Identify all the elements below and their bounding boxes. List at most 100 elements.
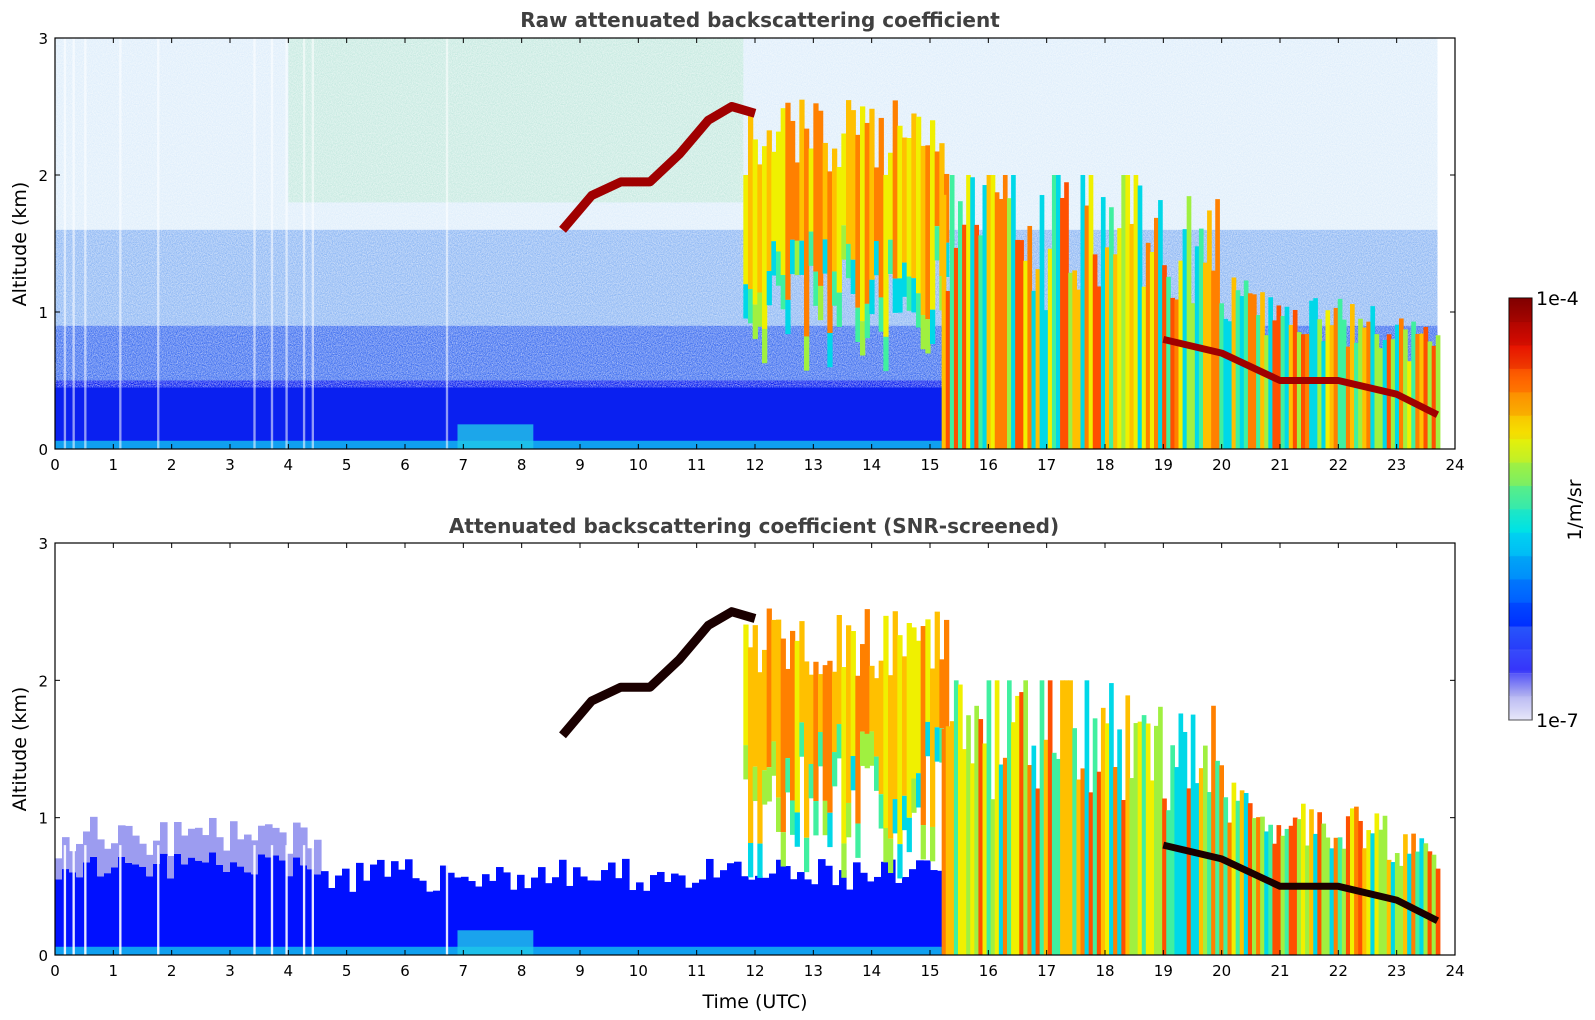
midday-layer-edge (799, 722, 805, 757)
x-tick-label: 24 (1445, 962, 1464, 980)
midday-layer-edge (836, 724, 842, 759)
midday-layer-edge (906, 276, 912, 311)
midday-layer-column (888, 675, 894, 839)
screened-boundary-layer-column (454, 877, 462, 955)
screened-weak-signal-column (90, 816, 98, 857)
midday-layer-column (808, 674, 814, 764)
afternoon-cloud-column (1272, 320, 1278, 449)
midday-layer-edge (930, 826, 936, 862)
data-gap-stripe (63, 38, 67, 449)
afternoon-cloud-column (970, 763, 975, 955)
midday-layer-edge (841, 225, 847, 260)
x-tick-label: 12 (745, 456, 764, 474)
midday-layer-edge (804, 837, 810, 873)
x-tick-label: 1 (109, 962, 119, 980)
screened-boundary-layer-column (125, 862, 133, 955)
afternoon-cloud-column (1268, 824, 1273, 955)
midday-layer-edge (813, 801, 819, 836)
midday-layer-edge (790, 239, 796, 275)
data-gap-stripe (270, 845, 274, 955)
screened-weak-signal-column (104, 848, 112, 874)
midday-layer-column (846, 625, 852, 803)
afternoon-cloud-column (1043, 739, 1049, 955)
afternoon-cloud-column (1399, 865, 1404, 955)
x-axis-label: Time (UTC) (701, 991, 807, 1013)
midday-layer-edge (855, 307, 861, 343)
screened-boundary-layer-column (419, 880, 427, 955)
afternoon-cloud-column (1325, 837, 1331, 955)
midday-layer-edge (869, 731, 875, 766)
afternoon-cloud-column (978, 719, 984, 955)
colorbar-bands (1509, 298, 1532, 721)
screened-weak-signal-column (146, 854, 154, 877)
screened-boundary-layer-column (335, 875, 343, 955)
screened-boundary-layer-column (398, 869, 406, 955)
x-tick-label: 17 (1037, 456, 1056, 474)
x-tick-label: 19 (1154, 456, 1173, 474)
screened-boundary-layer-column (727, 863, 735, 955)
afternoon-cloud-column (1096, 286, 1102, 449)
afternoon-cloud-column (994, 680, 1000, 955)
afternoon-cloud-column (1305, 845, 1310, 955)
midday-layer-edge (888, 239, 894, 275)
screened-boundary-layer-column (657, 871, 665, 955)
afternoon-cloud-column (953, 247, 959, 449)
afternoon-cloud-column (1435, 335, 1441, 449)
midday-layer-column (776, 619, 782, 798)
data-gap-stripe (445, 845, 449, 955)
midday-layer-column (832, 671, 838, 753)
screened-boundary-layer-column (608, 862, 616, 955)
midday-layer-column (748, 110, 754, 290)
afternoon-cloud-column (962, 224, 967, 449)
panel-screened: Attenuated backscattering coefficient (S… (9, 514, 1465, 1013)
afternoon-cloud-column (1423, 326, 1429, 449)
screened-boundary-layer-column (720, 870, 728, 955)
afternoon-cloud-column (949, 175, 955, 449)
afternoon-cloud-column (1182, 731, 1188, 955)
screened-weak-signal-column (111, 843, 119, 868)
screened-boundary-layer-column (867, 881, 875, 955)
screened-boundary-layer-column (685, 887, 693, 955)
midday-layer-column (799, 99, 805, 241)
midday-layer-column (888, 152, 894, 240)
afternoon-cloud-column (1011, 175, 1016, 449)
afternoon-cloud-column (966, 175, 971, 449)
x-tick-label: 0 (50, 456, 60, 474)
midday-layer-column (827, 171, 833, 333)
midday-layer-edge (902, 795, 908, 831)
midday-layer-edge (743, 745, 749, 780)
screened-boundary-layer-column (811, 884, 819, 955)
colorbar-band (1509, 649, 1532, 674)
y-tick-label: 1 (38, 304, 48, 322)
x-tick-label: 19 (1154, 962, 1173, 980)
afternoon-cloud-column (1427, 851, 1433, 955)
afternoon-cloud-column (1264, 831, 1269, 955)
afternoon-cloud-column (1186, 788, 1192, 955)
afternoon-cloud-column (1047, 248, 1053, 449)
afternoon-cloud-column (1051, 752, 1057, 955)
midday-layer-edge (869, 279, 875, 315)
afternoon-cloud-column (990, 799, 996, 955)
screened-boundary-layer-column (776, 859, 784, 955)
screened-boundary-layer-column (587, 880, 595, 955)
elevated-layer-line (559, 607, 757, 739)
screened-weak-signal-column (55, 858, 63, 880)
screened-boundary-layer-column (790, 879, 798, 955)
midday-layer-edge (934, 727, 940, 762)
x-tick-label: 12 (745, 962, 764, 980)
afternoon-cloud-column (1431, 854, 1437, 955)
screened-boundary-layer-column (692, 882, 700, 955)
midday-layer-column (799, 621, 805, 723)
cloud-top-line (1162, 841, 1440, 924)
afternoon-cloud-column (1386, 859, 1392, 955)
x-tick-label: 15 (920, 456, 939, 474)
x-tick-label: 8 (517, 456, 527, 474)
afternoon-cloud-column (941, 728, 947, 955)
screened-boundary-layer-column (482, 874, 490, 955)
afternoon-cloud-column (982, 185, 988, 450)
afternoon-cloud-column (1019, 240, 1024, 449)
x-tick-label: 10 (629, 962, 648, 980)
screened-boundary-layer-column (559, 859, 567, 955)
afternoon-cloud-column (1015, 239, 1020, 449)
afternoon-cloud-column (998, 198, 1004, 449)
